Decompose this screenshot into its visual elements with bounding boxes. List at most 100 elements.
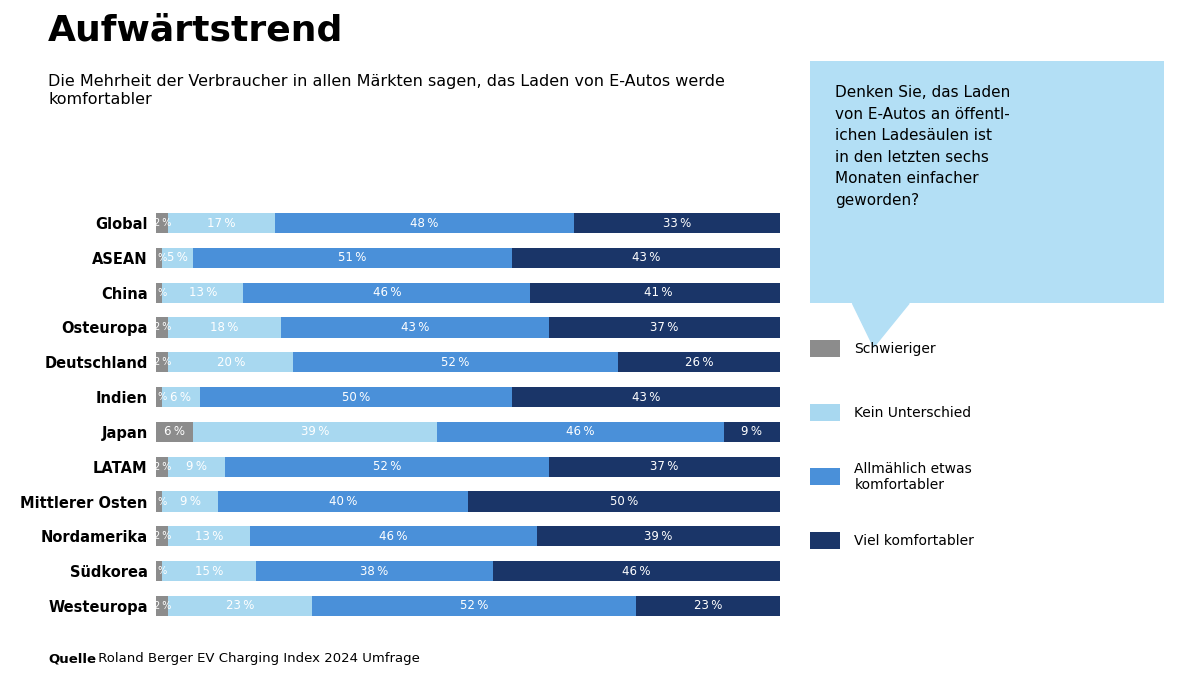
Text: 26 %: 26 % bbox=[685, 356, 713, 369]
Text: 50 %: 50 % bbox=[342, 391, 370, 404]
Text: 13 %: 13 % bbox=[188, 286, 217, 299]
Text: 1 %: 1 % bbox=[150, 288, 168, 298]
Text: 6 %: 6 % bbox=[170, 391, 192, 404]
Bar bbox=[156, 561, 162, 581]
Bar bbox=[168, 353, 293, 373]
Text: 9 %: 9 % bbox=[180, 495, 200, 508]
Text: 52 %: 52 % bbox=[442, 356, 469, 369]
Text: 15 %: 15 % bbox=[194, 565, 223, 578]
Bar bbox=[168, 213, 275, 233]
Text: 6 %: 6 % bbox=[164, 425, 185, 438]
Text: 2 %: 2 % bbox=[154, 357, 170, 367]
Bar bbox=[511, 248, 780, 268]
Text: Allmählich etwas
komfortabler: Allmählich etwas komfortabler bbox=[854, 462, 972, 492]
Bar bbox=[168, 317, 281, 338]
Bar bbox=[468, 491, 780, 512]
Text: Viel komfortabler: Viel komfortabler bbox=[854, 534, 974, 548]
Text: 17 %: 17 % bbox=[208, 216, 235, 230]
Bar bbox=[156, 456, 168, 477]
Text: 1 %: 1 % bbox=[150, 392, 168, 402]
Bar bbox=[218, 491, 468, 512]
Bar bbox=[256, 561, 493, 581]
Text: 46 %: 46 % bbox=[379, 530, 407, 543]
Bar bbox=[312, 596, 636, 616]
Text: 50 %: 50 % bbox=[610, 495, 638, 508]
Bar bbox=[168, 596, 312, 616]
Text: 23 %: 23 % bbox=[226, 599, 254, 613]
Bar bbox=[244, 282, 530, 303]
Text: Quelle: Quelle bbox=[48, 652, 96, 665]
Bar bbox=[156, 422, 193, 442]
Text: 48 %: 48 % bbox=[410, 216, 438, 230]
Text: 51 %: 51 % bbox=[338, 251, 367, 264]
Bar bbox=[275, 213, 574, 233]
Text: 1 %: 1 % bbox=[150, 497, 168, 507]
Bar bbox=[636, 596, 780, 616]
Bar bbox=[618, 353, 780, 373]
Bar bbox=[156, 491, 162, 512]
Text: 2 %: 2 % bbox=[154, 218, 170, 228]
Bar bbox=[550, 317, 780, 338]
Bar bbox=[162, 282, 244, 303]
Bar bbox=[530, 282, 786, 303]
Bar bbox=[550, 456, 780, 477]
Text: 38 %: 38 % bbox=[360, 565, 389, 578]
Text: 43 %: 43 % bbox=[631, 391, 660, 404]
Text: 39 %: 39 % bbox=[644, 530, 672, 543]
Text: Roland Berger EV Charging Index 2024 Umfrage: Roland Berger EV Charging Index 2024 Umf… bbox=[94, 652, 420, 665]
Text: 9 %: 9 % bbox=[186, 460, 208, 473]
Bar bbox=[162, 248, 193, 268]
Text: 1 %: 1 % bbox=[150, 566, 168, 576]
Text: 9 %: 9 % bbox=[742, 425, 762, 438]
Text: 41 %: 41 % bbox=[644, 286, 672, 299]
Text: 2 %: 2 % bbox=[154, 531, 170, 541]
Bar bbox=[437, 422, 724, 442]
Text: 20 %: 20 % bbox=[217, 356, 245, 369]
Bar bbox=[162, 561, 256, 581]
Text: 2 %: 2 % bbox=[154, 601, 170, 611]
Bar bbox=[224, 456, 550, 477]
Text: 46 %: 46 % bbox=[373, 286, 401, 299]
Polygon shape bbox=[852, 303, 910, 347]
Text: 39 %: 39 % bbox=[301, 425, 329, 438]
Text: 23 %: 23 % bbox=[694, 599, 722, 613]
Bar bbox=[193, 422, 437, 442]
Text: 46 %: 46 % bbox=[623, 565, 650, 578]
Text: 13 %: 13 % bbox=[194, 530, 223, 543]
Text: 52 %: 52 % bbox=[373, 460, 401, 473]
Text: 2 %: 2 % bbox=[154, 462, 170, 472]
Bar bbox=[511, 387, 780, 407]
Bar bbox=[724, 422, 780, 442]
Bar bbox=[250, 526, 536, 547]
Bar bbox=[168, 456, 224, 477]
Bar bbox=[156, 213, 168, 233]
Text: 37 %: 37 % bbox=[650, 460, 679, 473]
Text: 33 %: 33 % bbox=[662, 216, 691, 230]
Text: Aufwärtstrend: Aufwärtstrend bbox=[48, 13, 343, 47]
Bar bbox=[156, 353, 168, 373]
Text: 37 %: 37 % bbox=[650, 321, 679, 334]
Bar bbox=[162, 491, 218, 512]
Text: 2 %: 2 % bbox=[154, 322, 170, 332]
Text: 43 %: 43 % bbox=[631, 251, 660, 264]
Bar bbox=[199, 387, 511, 407]
Bar bbox=[156, 387, 162, 407]
Bar bbox=[193, 248, 511, 268]
Text: Denken Sie, das Laden
von E-Autos an öffentl-
ichen Ladesäulen ist
in den letzte: Denken Sie, das Laden von E-Autos an öff… bbox=[835, 85, 1010, 208]
Bar bbox=[574, 213, 780, 233]
Bar bbox=[156, 248, 162, 268]
Text: Kein Unterschied: Kein Unterschied bbox=[854, 406, 972, 420]
Text: 40 %: 40 % bbox=[329, 495, 358, 508]
Text: 18 %: 18 % bbox=[210, 321, 239, 334]
Bar bbox=[293, 353, 618, 373]
Bar bbox=[493, 561, 780, 581]
Text: 46 %: 46 % bbox=[566, 425, 594, 438]
Bar bbox=[168, 526, 250, 547]
Bar bbox=[156, 596, 168, 616]
Text: Schwieriger: Schwieriger bbox=[854, 342, 936, 356]
Bar bbox=[281, 317, 550, 338]
Text: Die Mehrheit der Verbraucher in allen Märkten sagen, das Laden von E-Autos werde: Die Mehrheit der Verbraucher in allen Mä… bbox=[48, 74, 725, 106]
Text: 5 %: 5 % bbox=[168, 251, 188, 264]
Bar bbox=[536, 526, 780, 547]
Bar bbox=[162, 387, 199, 407]
